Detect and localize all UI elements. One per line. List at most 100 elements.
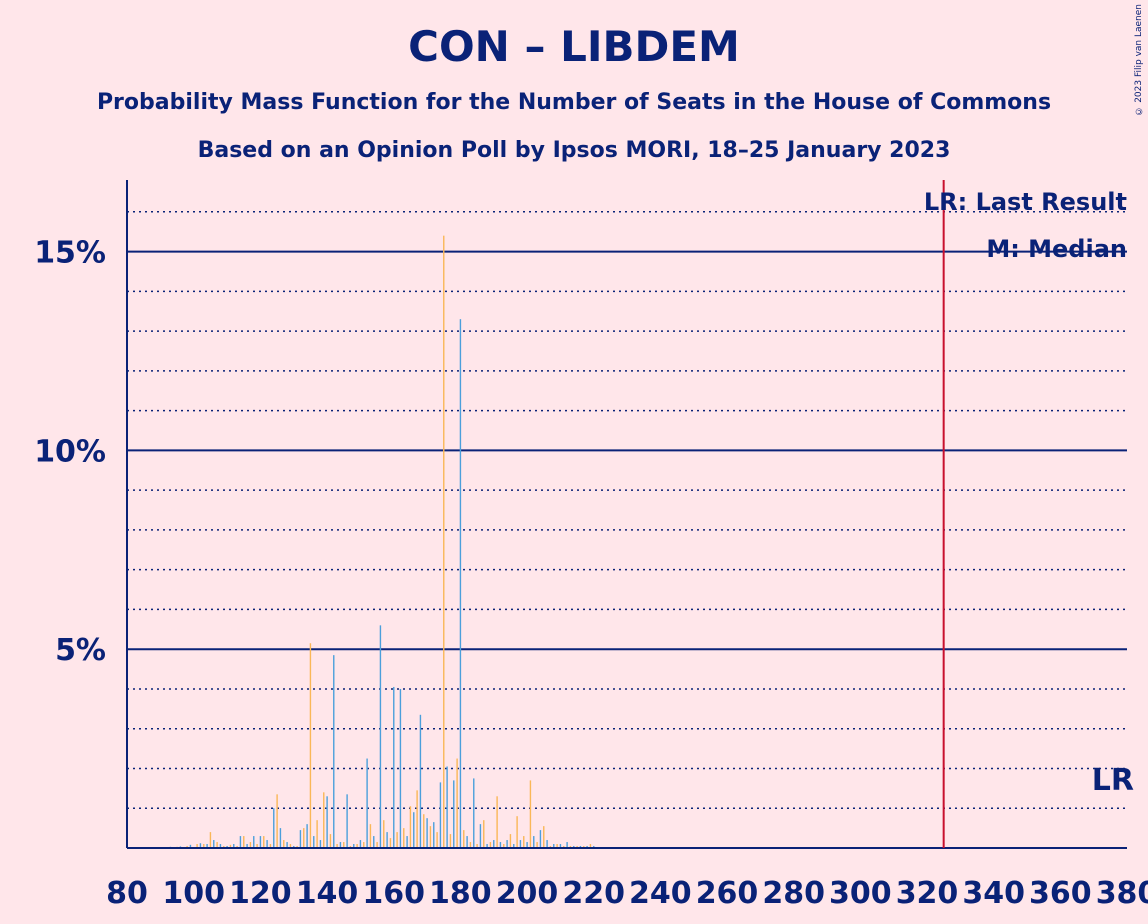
- bar-a-175: [443, 235, 445, 848]
- bar-a-141: [329, 834, 332, 848]
- last-result-label: LR: [1092, 763, 1134, 798]
- bar-a-165: [409, 806, 412, 848]
- bar-b-158: [386, 832, 388, 848]
- bar-b-208: [553, 844, 555, 848]
- bar-a-105: [209, 832, 212, 848]
- bar-a-155: [376, 842, 378, 848]
- x-tick-label: 300: [829, 876, 892, 911]
- bar-b-198: [519, 840, 522, 848]
- bar-a-167: [416, 790, 418, 848]
- bar-b-138: [319, 840, 322, 848]
- bar-b-104: [206, 844, 208, 848]
- bar-b-146: [346, 794, 348, 848]
- bar-b-108: [219, 844, 222, 848]
- bar-b-128: [286, 842, 288, 848]
- bar-a-151: [363, 842, 365, 848]
- bar-a-149: [356, 844, 358, 848]
- bar-a-187: [483, 820, 485, 848]
- bar-b-182: [466, 836, 468, 848]
- bar-b-166: [413, 812, 415, 848]
- bar-b-186: [479, 824, 482, 848]
- x-tick-label: 340: [962, 876, 1025, 911]
- bar-a-179: [456, 758, 458, 848]
- bar-a-163: [403, 828, 405, 848]
- bar-a-193: [503, 844, 505, 848]
- bar-a-125: [276, 794, 278, 848]
- bar-b-194: [506, 840, 508, 848]
- x-tick-label: 220: [562, 876, 625, 911]
- bar-b-188: [486, 844, 488, 848]
- bar-b-122: [266, 840, 268, 848]
- bar-a-201: [529, 780, 532, 848]
- bar-a-183: [469, 842, 472, 848]
- bar-b-150: [359, 840, 362, 848]
- bar-b-142: [333, 655, 335, 848]
- bar-b-162: [399, 688, 402, 848]
- bar-a-159: [389, 838, 392, 848]
- x-tick-label: 120: [229, 876, 292, 911]
- bar-a-191: [496, 796, 498, 848]
- bar-a-143: [336, 844, 338, 848]
- grid-lines: [127, 211, 1127, 809]
- bar-b-184: [473, 778, 475, 848]
- bar-b-148: [353, 844, 355, 848]
- bar-a-189: [489, 842, 492, 848]
- bar-a-153: [369, 824, 372, 848]
- bar-a-157: [383, 820, 385, 848]
- legend-last-result: LR: Last Result: [924, 188, 1127, 216]
- bar-a-219: [589, 844, 592, 848]
- bar-b-206: [546, 840, 548, 848]
- y-tick-label: 5%: [55, 633, 106, 668]
- bar-b-200: [526, 842, 528, 848]
- bar-b-102: [199, 843, 202, 848]
- bar-a-171: [429, 826, 432, 848]
- bar-a-199: [523, 836, 525, 848]
- bar-a-111: [229, 844, 232, 848]
- bar-a-133: [303, 828, 305, 848]
- bar-b-160: [393, 686, 395, 848]
- bar-b-116: [246, 844, 248, 848]
- x-tick-label: 360: [1029, 876, 1092, 911]
- bar-a-129: [289, 844, 292, 848]
- bar-a-185: [476, 844, 478, 848]
- bar-b-174: [439, 782, 442, 848]
- bar-b-136: [313, 836, 315, 848]
- legend-median: M: Median: [986, 235, 1127, 263]
- bar-b-202: [533, 836, 535, 848]
- bar-b-192: [499, 842, 502, 848]
- y-tick-label: 15%: [34, 236, 106, 271]
- bar-a-101: [196, 844, 198, 848]
- bar-b-99: [189, 844, 192, 848]
- tick-labels: 5% 10% 15% 80 100 120 140 160 180 200 220 240 260 280…: [34, 236, 1148, 911]
- bar-b-210: [559, 844, 562, 848]
- bar-a-135: [309, 643, 312, 848]
- bar-b-168: [419, 714, 422, 848]
- bar-a-115: [243, 836, 245, 848]
- bar-a-119: [256, 844, 258, 848]
- chart-subtitle-poll: Based on an Opinion Poll by Ipsos MORI, …: [197, 138, 951, 163]
- bar-b-112: [233, 844, 235, 848]
- bar-a-169: [423, 814, 425, 848]
- x-tick-label: 380: [1096, 876, 1148, 911]
- x-tick-label: 100: [162, 876, 225, 911]
- x-tick-label: 80: [106, 876, 148, 911]
- bar-a-103: [203, 844, 205, 848]
- y-tick-label: 10%: [34, 434, 106, 469]
- chart-title: CON – LIBDEM: [408, 22, 740, 71]
- bar-a-123: [269, 844, 272, 848]
- x-tick-label: 240: [629, 876, 692, 911]
- bar-b-212: [566, 842, 568, 848]
- bar-a-177: [449, 834, 452, 848]
- bar-a-139: [323, 792, 325, 848]
- bar-b-134: [306, 824, 308, 848]
- bar-b-124: [273, 808, 275, 848]
- bar-a-121: [263, 836, 265, 848]
- x-tick-label: 180: [429, 876, 492, 911]
- bars: [166, 235, 595, 849]
- bar-b-114: [239, 836, 242, 848]
- bar-a-117: [249, 842, 252, 848]
- bar-a-145: [343, 842, 345, 848]
- bar-a-127: [283, 840, 285, 848]
- x-tick-label: 320: [896, 876, 959, 911]
